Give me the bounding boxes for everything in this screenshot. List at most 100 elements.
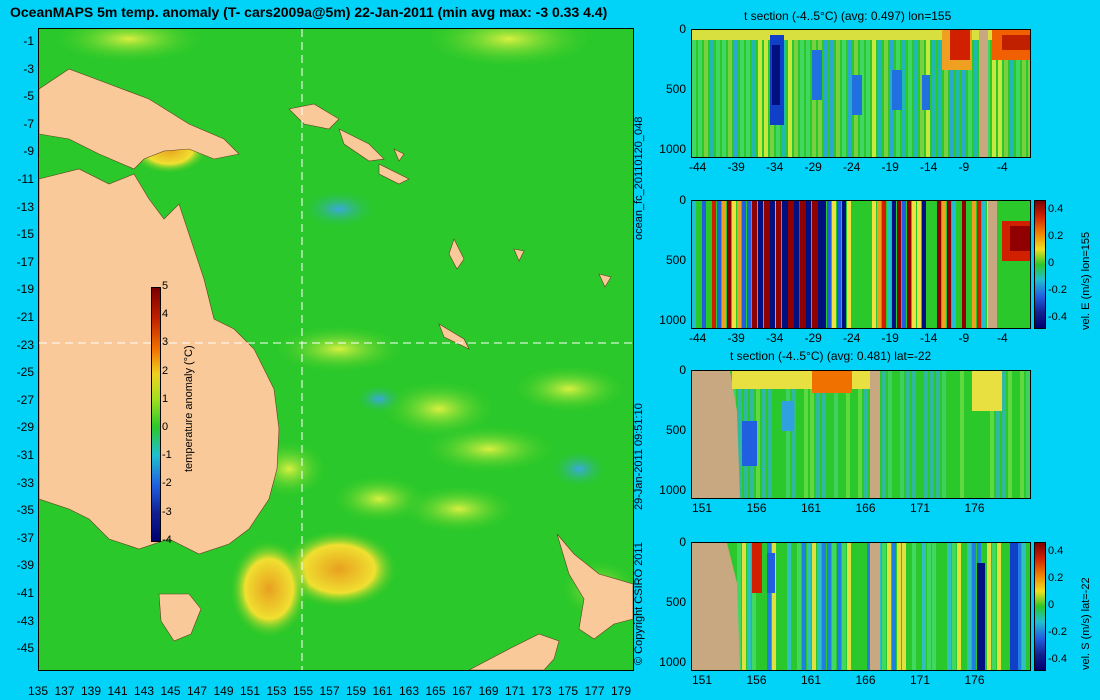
- velocity-stripe: [897, 201, 901, 328]
- colorbar-tick-label: -4: [162, 533, 172, 546]
- velocity-stripe: [757, 543, 761, 670]
- velocity-stripe: [977, 201, 981, 328]
- velocity-stripe: [942, 543, 946, 670]
- panel-x-tick-label: -34: [766, 331, 784, 345]
- colorbar-tick-label: 5: [162, 280, 169, 292]
- panel-x-tick-label: -14: [920, 160, 938, 174]
- panel-depth-tick-label: 500: [665, 423, 686, 437]
- section-stripe: [834, 371, 838, 498]
- section-stripe: [948, 371, 952, 498]
- panel-depth-tick-label: 1000: [659, 313, 686, 327]
- velocity-patch: [767, 553, 775, 593]
- velocity-stripe: [822, 201, 826, 328]
- panel-depth-tick-label: 0: [679, 535, 686, 549]
- panel1-title: t section (-4..5°C) (avg: 0.497) lon=155: [744, 9, 952, 23]
- section-stripe: [990, 371, 994, 498]
- section-stripe: [780, 371, 784, 498]
- section-canvas-3: [692, 371, 1030, 498]
- panel-depth-tick-label: 0: [679, 193, 686, 207]
- velocity-east-colorbar: [1034, 200, 1046, 329]
- colorbar-tick-label: 1: [162, 392, 169, 405]
- velocity-stripe: [962, 201, 966, 328]
- velocity-stripe: [952, 201, 956, 328]
- panel-x-tick-label: -9: [958, 331, 970, 345]
- velocity-stripe: [957, 201, 961, 328]
- velocity-stripe: [907, 543, 911, 670]
- velocity-stripe: [852, 543, 856, 670]
- lat-tick-label: -43: [16, 613, 34, 628]
- strong-west-stripe: [758, 201, 763, 328]
- section-stripe: [786, 371, 790, 498]
- panel-x-tick-label: 151: [692, 501, 713, 515]
- section-stripe: [950, 30, 954, 157]
- lon-tick-label: 145: [160, 684, 181, 698]
- section-stripe: [806, 30, 810, 157]
- panel-colorbar-tick-label: 0.4: [1048, 203, 1064, 215]
- velocity-stripe: [867, 543, 871, 670]
- lat-tick-label: -33: [16, 475, 34, 490]
- lon-tick-label: 147: [187, 684, 208, 698]
- panel-x-tick-label: -14: [920, 331, 938, 345]
- colorbar-tick-label: 0: [162, 421, 169, 433]
- temperature-section-lat-panel[interactable]: [691, 370, 1031, 499]
- section-stripe: [888, 371, 892, 498]
- velocity-stripe: [852, 201, 856, 328]
- section-stripe: [912, 371, 916, 498]
- section-stripe: [942, 371, 946, 498]
- land-section: [692, 543, 740, 670]
- lon-tick-label: 171: [505, 684, 526, 698]
- panel-x-tick-label: -39: [727, 160, 745, 174]
- strong-west-stripe: [782, 201, 787, 328]
- velocity-stripe: [972, 201, 976, 328]
- land-section: [692, 371, 740, 498]
- velocity-east-section-panel[interactable]: [691, 200, 1031, 329]
- panel-depth-tick-label: 0: [679, 22, 686, 36]
- lon-tick-label: 135: [28, 684, 49, 698]
- section-stripe: [788, 30, 792, 157]
- panel-x-tick-label: -39: [727, 331, 745, 345]
- velocity-stripe: [847, 543, 851, 670]
- velocity-stripe: [807, 543, 811, 670]
- section-stripe: [954, 371, 958, 498]
- velocity-stripe: [752, 543, 756, 670]
- section-stripe: [774, 371, 778, 498]
- velocity-stripe: [967, 201, 971, 328]
- section-stripe: [758, 30, 762, 157]
- section-stripe: [728, 30, 732, 157]
- velocity-east-colorbar-label: vel. E (m/s) lon=155: [1080, 231, 1092, 330]
- velocity-stripe: [997, 543, 1001, 670]
- section-stripe: [738, 371, 742, 498]
- strong-west-stripe: [770, 201, 775, 328]
- section-stripe: [698, 30, 702, 157]
- section-stripe: [1028, 30, 1030, 157]
- velocity-south-section-panel[interactable]: [691, 542, 1031, 671]
- section-stripe: [768, 371, 772, 498]
- section-stripe: [974, 30, 978, 157]
- velocity-stripe: [1022, 543, 1026, 670]
- velocity-stripe: [837, 201, 841, 328]
- section-stripe: [858, 371, 862, 498]
- velocity-stripe: [902, 201, 906, 328]
- section-stripe: [752, 30, 756, 157]
- panel-x-tick-label: -44: [689, 331, 707, 345]
- section-stripe: [734, 30, 738, 157]
- velocity-stripe: [937, 201, 941, 328]
- temperature-anomaly-map[interactable]: [38, 28, 634, 671]
- lon-tick-label: 169: [478, 684, 499, 698]
- velocity-stripe: [907, 201, 911, 328]
- panel-x-tick-label: -29: [804, 160, 822, 174]
- velocity-stripe: [857, 201, 861, 328]
- velocity-stripe: [837, 543, 841, 670]
- temperature-section-lon-panel[interactable]: [691, 29, 1031, 158]
- section-stripe: [852, 371, 856, 498]
- velocity-stripe: [832, 543, 836, 670]
- strong-east-stripe: [752, 201, 757, 328]
- land-new-guinea: [39, 68, 240, 170]
- section-stripe: [998, 30, 1002, 157]
- warm-patch: [812, 371, 852, 393]
- section-stripe: [746, 30, 750, 157]
- lon-tick-label: 167: [452, 684, 473, 698]
- velocity-stripe: [927, 543, 931, 670]
- temperature-colorbar: [151, 287, 161, 542]
- velocity-stripe: [777, 543, 781, 670]
